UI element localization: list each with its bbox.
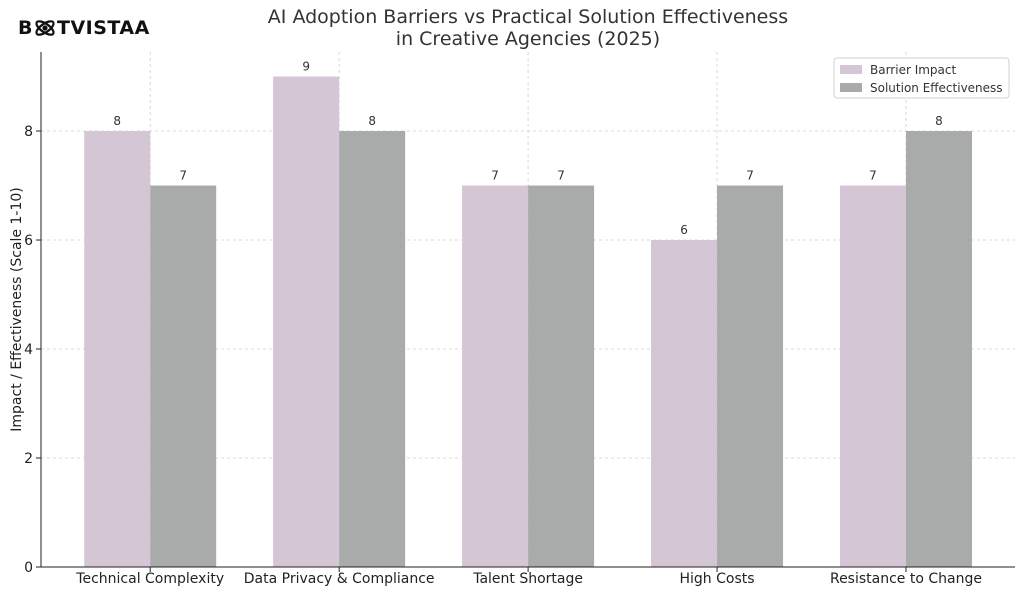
chart-title-line: AI Adoption Barriers vs Practical Soluti…: [268, 6, 788, 28]
chart-title-line: in Creative Agencies (2025): [396, 28, 660, 50]
legend-entry: Solution Effectiveness: [870, 81, 1003, 95]
x-tick-label: Resistance to Change: [830, 571, 982, 587]
y-axis-label: Impact / Effectiveness (Scale 1-10): [9, 187, 25, 431]
bar-solution-effectiveness: [339, 131, 406, 567]
bar-barrier-impact: [273, 76, 340, 568]
data-label: 8: [935, 114, 943, 128]
data-label: 8: [113, 114, 121, 128]
bar-solution-effectiveness: [528, 185, 595, 567]
legend-swatch: [840, 65, 862, 74]
brand-logo: B TVISTAA: [18, 17, 150, 39]
x-tick-label: Technical Complexity: [75, 571, 224, 587]
x-tick-label: Data Privacy & Compliance: [244, 571, 435, 587]
x-tick-label: High Costs: [680, 571, 755, 587]
axes-layer: 0 2 4 6 8 Technical Complexity Data Privacy & …: [9, 52, 1015, 587]
y-tick-label: 6: [24, 233, 33, 249]
legend-swatch: [840, 83, 862, 92]
bar-solution-effectiveness: [717, 185, 784, 567]
labels-layer: 8 7 9 8 7 7 6 7 7 8: [113, 60, 942, 237]
data-label: 6: [680, 223, 688, 237]
data-label: 7: [491, 169, 499, 183]
legend: Barrier Impact Solution Effectiveness: [833, 57, 1010, 99]
x-tick-label: Talent Shortage: [472, 571, 583, 587]
y-tick-label: 4: [24, 342, 33, 358]
data-label: 7: [869, 169, 877, 183]
bar-barrier-impact: [84, 131, 151, 567]
bar-barrier-impact: [462, 185, 529, 567]
bar-solution-effectiveness: [150, 185, 217, 567]
data-label: 8: [368, 114, 376, 128]
logo-text-suffix: TVISTAA: [56, 17, 150, 39]
data-label: 7: [746, 169, 754, 183]
y-tick-label: 0: [24, 560, 33, 576]
data-label: 7: [557, 169, 565, 183]
legend-entry: Barrier Impact: [870, 63, 957, 77]
bar-barrier-impact: [651, 240, 718, 567]
bar-barrier-impact: [839, 185, 906, 567]
logo-text-prefix: B: [18, 17, 33, 39]
y-tick-label: 2: [24, 451, 33, 467]
bars-layer: [84, 76, 972, 568]
atom-logo-icon: [35, 20, 55, 36]
legend-box: [833, 57, 1010, 99]
data-label: 9: [302, 60, 310, 74]
bar-solution-effectiveness: [905, 131, 972, 567]
y-tick-label: 8: [24, 124, 33, 140]
chart-title: AI Adoption Barriers vs Practical Soluti…: [268, 6, 788, 50]
data-label: 7: [179, 169, 187, 183]
